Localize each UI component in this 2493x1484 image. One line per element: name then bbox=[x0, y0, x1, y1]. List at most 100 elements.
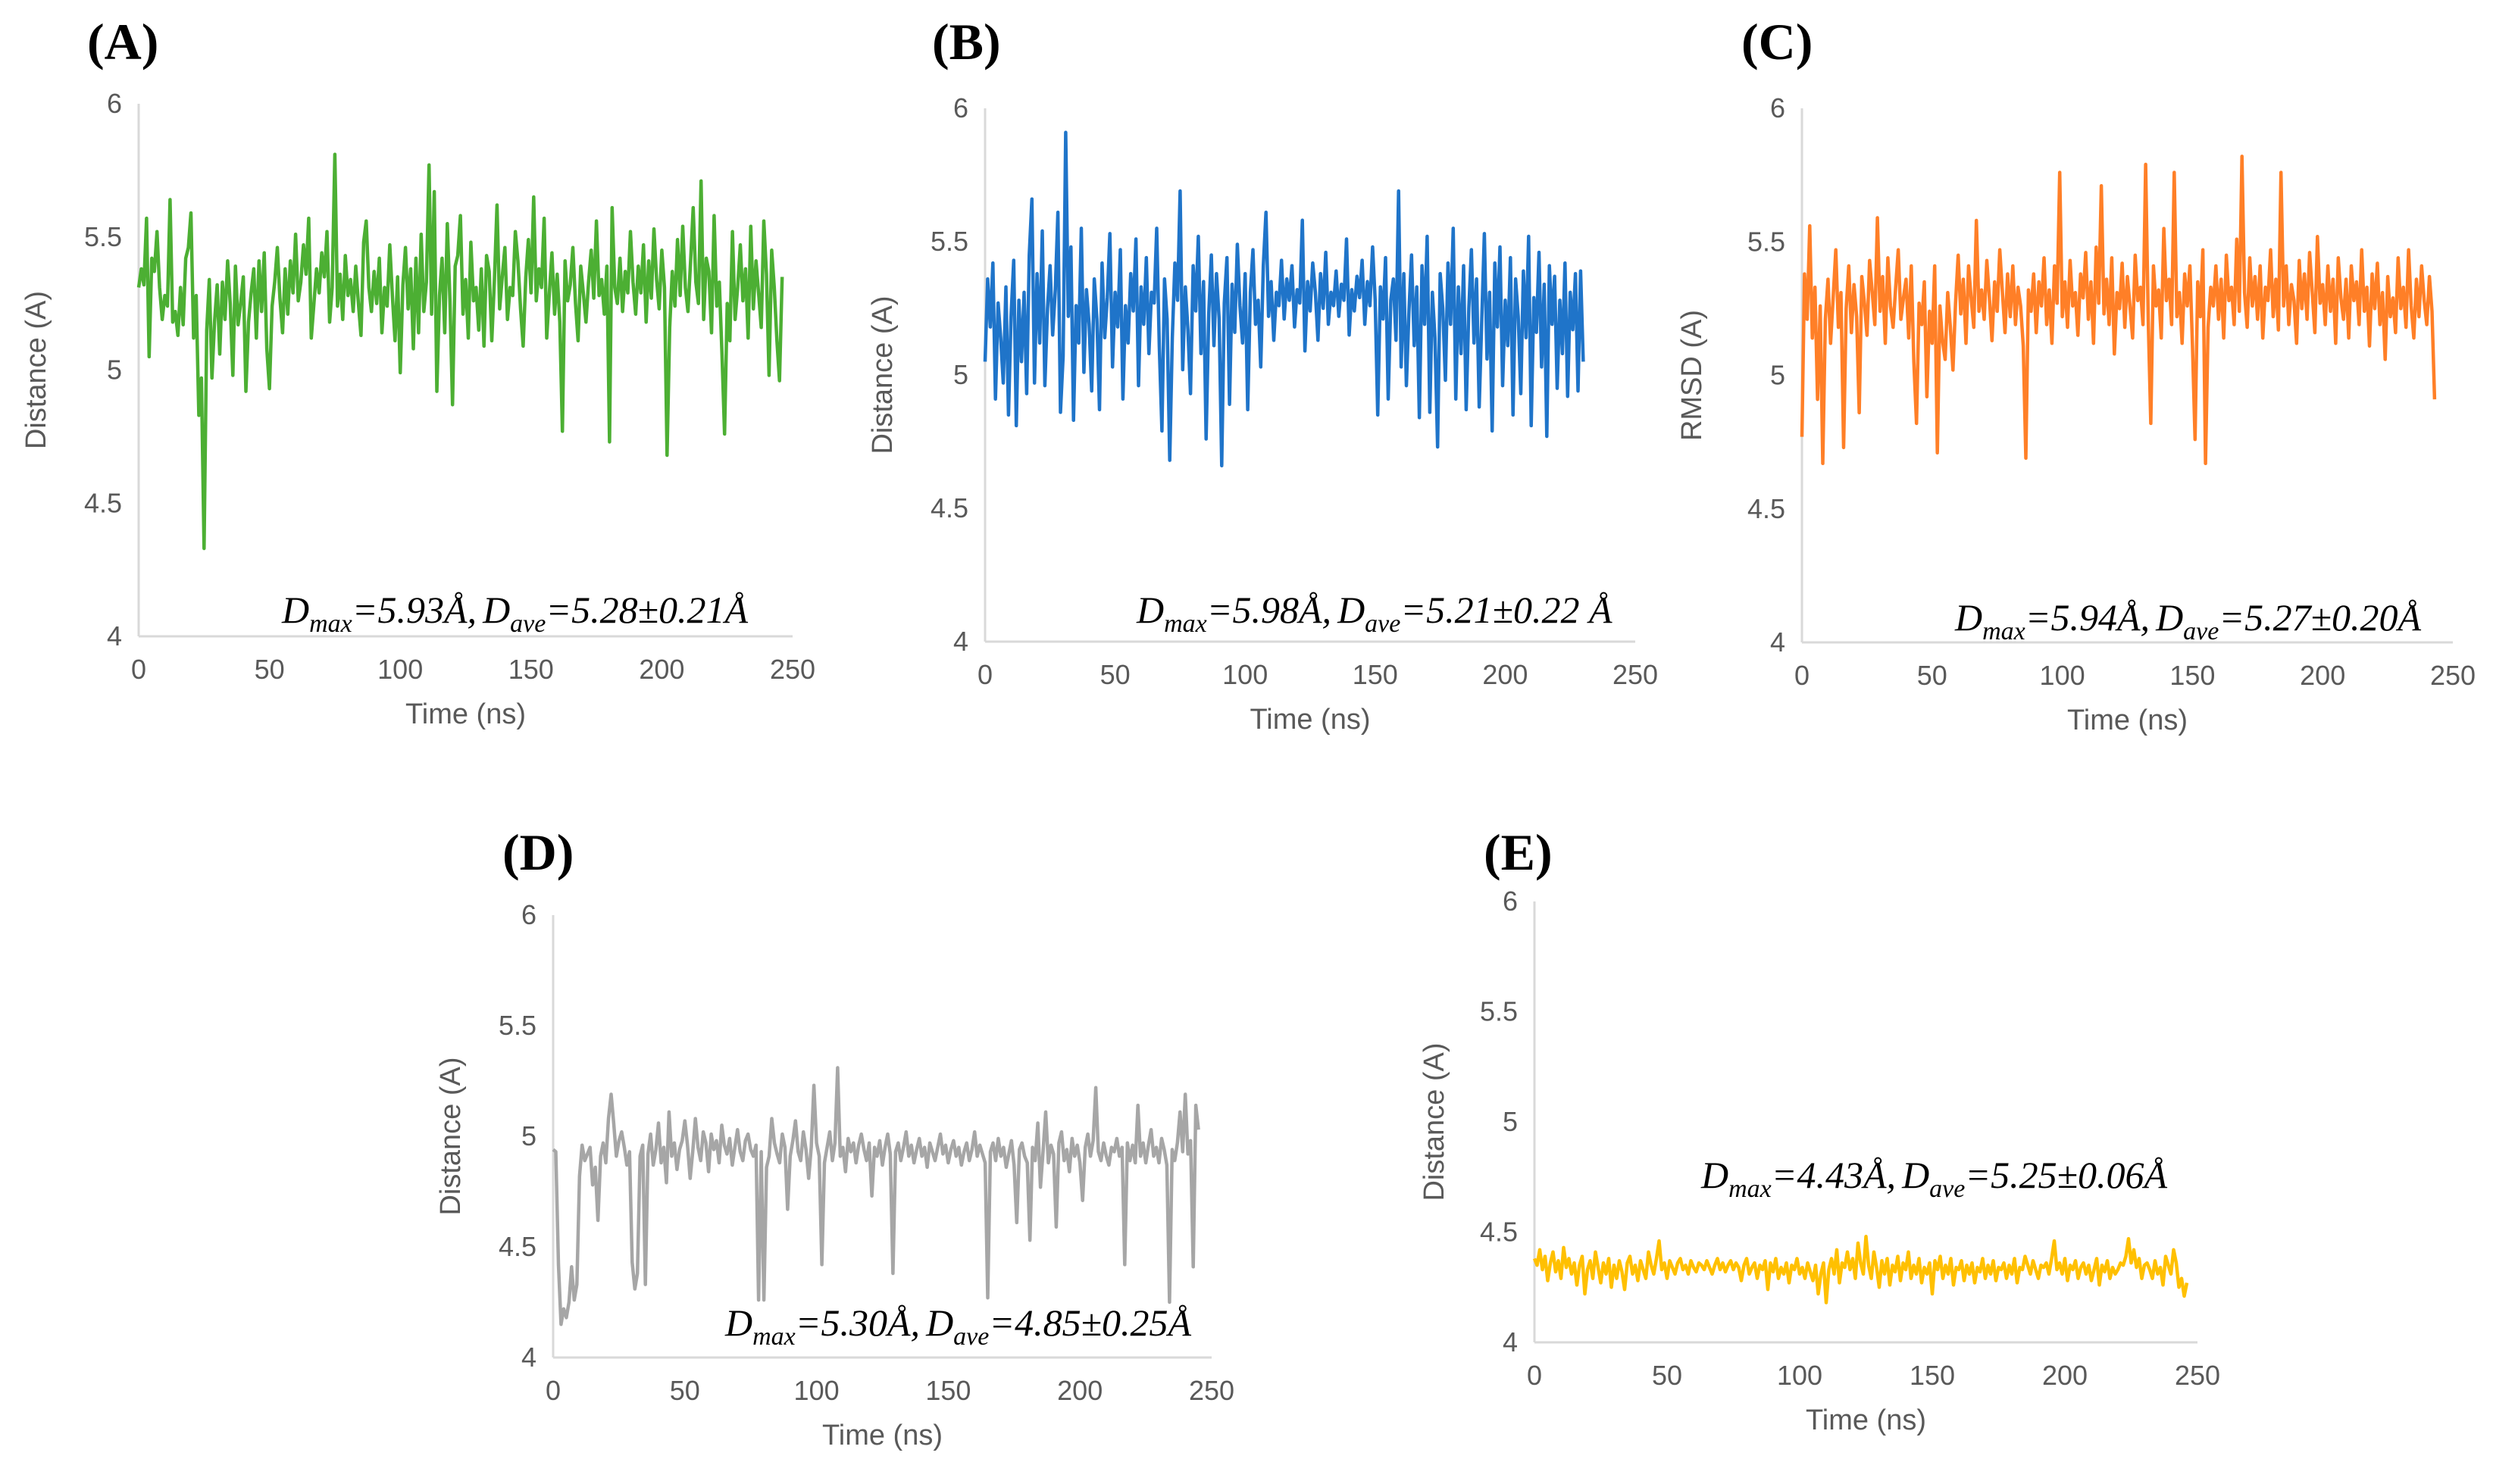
panel-C: (C) 4 4.5 5 5.5 6 0 50 100 150 200 250 Time (ns) RMSD… bbox=[1676, 13, 2476, 736]
d-ave-symbol: D bbox=[925, 1301, 953, 1344]
y-tick-label: 5.5 bbox=[1480, 996, 1518, 1027]
panel-E: (E) 4 4.5 5 5.5 6 0 50 100 150 200 250 Time (ns) Dist… bbox=[1419, 823, 2220, 1436]
stats-annotation: Dmax=5.93Å, Dave=5.28±0.21Å bbox=[281, 589, 749, 638]
d-max-value: =5.94Å, bbox=[2025, 596, 2150, 639]
d-ave-symbol: D bbox=[1901, 1154, 1929, 1196]
y-axis-title: Distance (A) bbox=[435, 1057, 467, 1215]
x-tick-label: 250 bbox=[1612, 659, 1658, 690]
x-tick-label: 250 bbox=[770, 654, 815, 685]
y-tick-label: 6 bbox=[1770, 92, 1785, 123]
x-tick-label: 0 bbox=[131, 654, 146, 685]
y-axis-title: Distance (A) bbox=[1419, 1042, 1450, 1201]
y-tick-label: 6 bbox=[521, 899, 536, 930]
y-tick-label: 4 bbox=[1770, 626, 1785, 658]
x-tick-label: 250 bbox=[1189, 1375, 1234, 1406]
y-tick-label: 6 bbox=[1503, 886, 1518, 917]
x-tick-label: 150 bbox=[508, 654, 554, 685]
y-tick-label: 4.5 bbox=[1747, 493, 1785, 524]
x-axis-title: Time (ns) bbox=[2067, 705, 2188, 736]
d-max-symbol: D bbox=[1136, 589, 1164, 631]
d-max-symbol: D bbox=[281, 589, 309, 631]
d-ave-value: =5.25±0.06Å bbox=[1965, 1154, 2167, 1196]
d-max-value: =4.43Å, bbox=[1772, 1154, 1896, 1196]
x-tick-label: 50 bbox=[1652, 1360, 1682, 1391]
d-ave-value: =5.28±0.21Å bbox=[546, 589, 748, 631]
y-tick-label: 4.5 bbox=[84, 487, 122, 518]
x-tick-label: 0 bbox=[1527, 1360, 1542, 1391]
x-tick-label: 100 bbox=[1222, 659, 1268, 690]
d-ave-sub: ave bbox=[510, 610, 546, 638]
x-tick-label: 50 bbox=[1100, 659, 1131, 690]
y-tick-label: 5.5 bbox=[1747, 226, 1785, 257]
x-tick-label: 150 bbox=[925, 1375, 971, 1406]
panel-B: (B) 4 4.5 5 5.5 6 0 50 100 150 200 250 Time (ns) Dist… bbox=[867, 13, 1658, 736]
d-ave-symbol: D bbox=[1337, 589, 1365, 631]
x-tick-label: 200 bbox=[639, 654, 684, 685]
series-line-D bbox=[552, 1066, 1200, 1326]
y-axis-title: Distance (A) bbox=[867, 295, 899, 454]
d-max-symbol: D bbox=[1954, 596, 1982, 639]
y-tick-label: 5.5 bbox=[499, 1010, 536, 1041]
d-ave-symbol: D bbox=[2155, 596, 2183, 639]
panel-label: (A) bbox=[87, 13, 158, 70]
x-tick-label: 100 bbox=[1777, 1360, 1822, 1391]
y-axis-title: RMSD (A) bbox=[1676, 310, 1708, 441]
d-ave-value: =4.85±0.25Å bbox=[989, 1301, 1191, 1344]
x-tick-label: 200 bbox=[1482, 659, 1528, 690]
stats-annotation: Dmax=4.43Å, Dave=5.25±0.06Å bbox=[1700, 1154, 2168, 1203]
y-tick-label: 5 bbox=[107, 355, 122, 386]
panel-label: (E) bbox=[1484, 823, 1553, 881]
y-tick-label: 5.5 bbox=[84, 221, 122, 252]
y-axis-title: Distance (A) bbox=[20, 291, 52, 449]
y-tick-label: 6 bbox=[953, 92, 968, 123]
x-tick-label: 250 bbox=[2175, 1360, 2220, 1391]
d-max-symbol: D bbox=[724, 1301, 752, 1344]
y-tick-label: 6 bbox=[107, 88, 122, 119]
y-tick-label: 5 bbox=[1503, 1106, 1518, 1137]
panel-label: (D) bbox=[502, 823, 574, 881]
y-tick-label: 4.5 bbox=[931, 492, 968, 523]
y-tick-label: 4 bbox=[953, 626, 968, 657]
panel-D: (D) 4 4.5 5 5.5 6 0 50 100 150 200 250 Time (ns) Dist… bbox=[435, 823, 1234, 1451]
x-tick-label: 250 bbox=[2430, 660, 2476, 691]
y-tick-label: 5 bbox=[521, 1120, 536, 1151]
d-max-value: =5.98Å, bbox=[1207, 589, 1331, 631]
y-tick-label: 4.5 bbox=[1480, 1217, 1518, 1248]
d-max-sub: max bbox=[309, 610, 352, 638]
series-line-B bbox=[983, 130, 1585, 467]
x-tick-label: 100 bbox=[2040, 660, 2085, 691]
d-ave-value: =5.27±0.20Å bbox=[2219, 596, 2421, 639]
stats-annotation: Dmax=5.98Å, Dave=5.21±0.22 Å bbox=[1136, 589, 1612, 638]
y-tick-label: 5 bbox=[953, 359, 968, 390]
d-max-sub: max bbox=[752, 1323, 796, 1351]
x-tick-label: 150 bbox=[1353, 659, 1398, 690]
y-tick-label: 5 bbox=[1770, 360, 1785, 391]
panel-A: (A) 4 4.5 5 5.5 6 0 50 100 150 200 250 Time (ns) Dist… bbox=[20, 13, 815, 730]
y-tick-label: 4 bbox=[1503, 1326, 1518, 1357]
d-ave-sub: ave bbox=[953, 1323, 989, 1351]
d-ave-sub: ave bbox=[1365, 610, 1400, 638]
x-tick-label: 100 bbox=[794, 1375, 840, 1406]
x-tick-label: 0 bbox=[546, 1375, 561, 1406]
x-tick-label: 0 bbox=[977, 659, 993, 690]
x-axis-title: Time (ns) bbox=[405, 698, 526, 730]
y-tick-label: 5.5 bbox=[931, 226, 968, 257]
x-axis-title: Time (ns) bbox=[822, 1420, 943, 1451]
series-line-C bbox=[1800, 155, 2437, 466]
x-tick-label: 50 bbox=[255, 654, 285, 685]
y-tick-label: 4 bbox=[107, 620, 122, 651]
d-max-symbol: D bbox=[1700, 1154, 1728, 1196]
series-line-E bbox=[1532, 1235, 2189, 1304]
x-tick-label: 150 bbox=[1910, 1360, 1955, 1391]
panel-label: (B) bbox=[932, 13, 1001, 70]
stats-annotation: Dmax=5.94Å, Dave=5.27±0.20Å bbox=[1954, 596, 2422, 645]
d-ave-value: =5.21±0.22 Å bbox=[1400, 589, 1612, 631]
x-tick-label: 200 bbox=[2300, 660, 2345, 691]
x-tick-label: 150 bbox=[2169, 660, 2215, 691]
x-tick-label: 200 bbox=[1057, 1375, 1103, 1406]
d-max-sub: max bbox=[1164, 610, 1207, 638]
series-line-A bbox=[136, 152, 784, 551]
d-ave-sub: ave bbox=[1929, 1175, 1965, 1203]
d-ave-sub: ave bbox=[2183, 617, 2219, 645]
